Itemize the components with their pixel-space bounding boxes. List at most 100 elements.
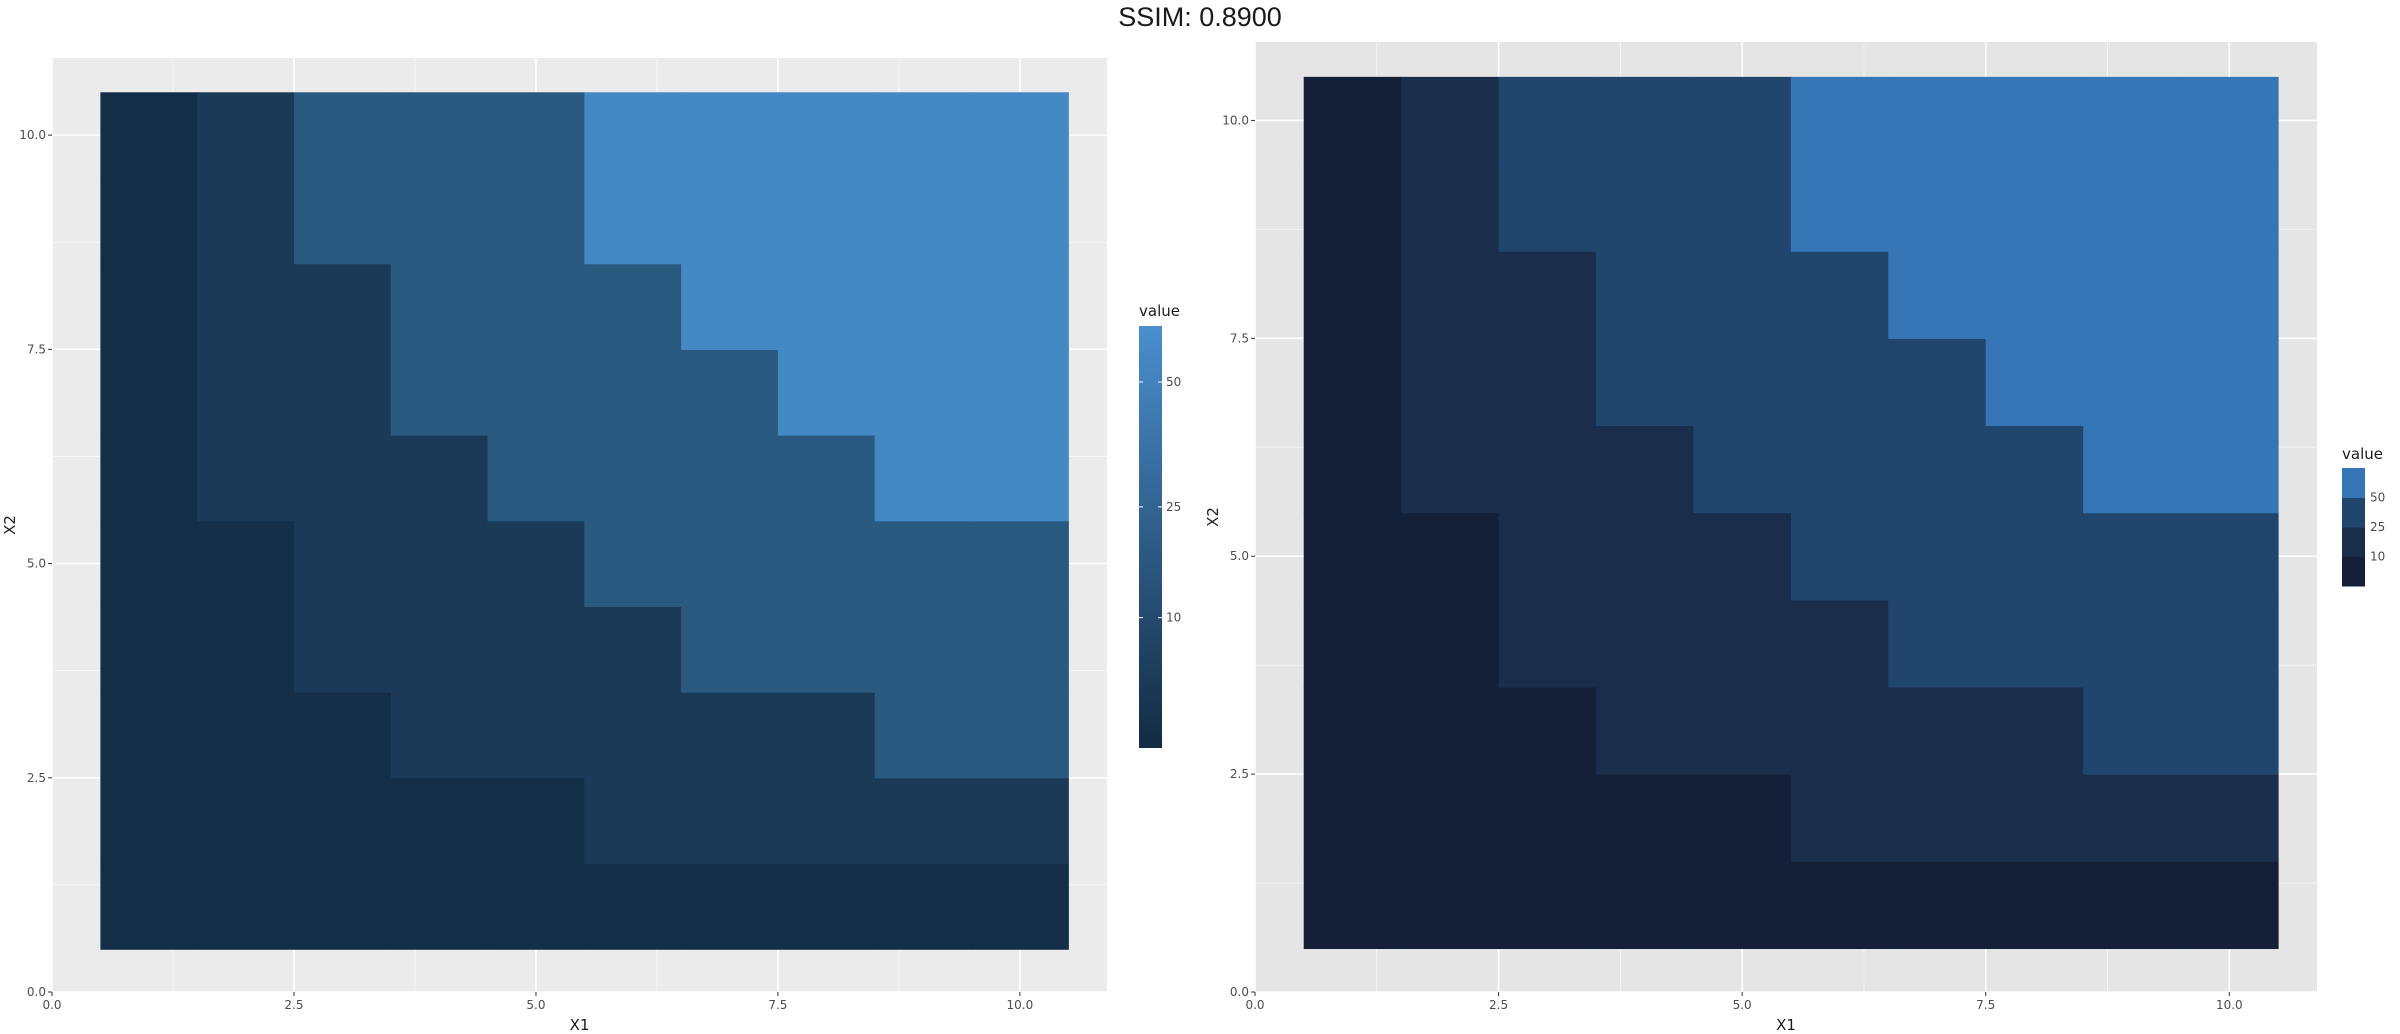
legend-tick-label: 25 — [1166, 500, 1181, 514]
right-heatmap-chart: 0.0 2.5 5.0 7.5 10.0 0.0 2.5 5.0 7.5 10.0 X1 X2 valu… — [1204, 42, 2385, 1034]
heatmap-cell — [1985, 861, 2084, 950]
heatmap-cell — [1303, 512, 1402, 601]
heatmap-cell — [1790, 512, 1889, 601]
heatmap-cell — [971, 263, 1069, 350]
heatmap-cell — [2083, 861, 2182, 950]
heatmap-cell — [1303, 599, 1402, 688]
heatmap-cell — [2083, 774, 2182, 862]
heatmap-cell — [390, 606, 489, 693]
heatmap-cell — [293, 435, 392, 522]
x-tick-label: 10.0 — [1007, 998, 1034, 1012]
heatmap-cell — [777, 777, 876, 865]
legend-tick-label: 50 — [2370, 491, 2385, 505]
heatmap-cell — [100, 606, 198, 693]
heatmap-cell — [2083, 599, 2182, 688]
heatmap-cell — [197, 520, 295, 608]
heatmap-cell — [487, 863, 585, 950]
heatmap-cell — [874, 863, 973, 950]
heatmap-cell — [197, 692, 295, 779]
heatmap-cell — [2083, 686, 2182, 775]
heatmap-cell — [487, 777, 585, 865]
x-tick-label: 7.5 — [1976, 998, 1995, 1012]
heatmap-cell — [1693, 164, 1792, 252]
heatmap-cell — [584, 606, 682, 693]
y-tick-label: 7.5 — [1230, 331, 1249, 345]
heatmap-cell — [487, 349, 585, 436]
heatmap-cell — [197, 92, 295, 179]
heatmap-cell — [390, 520, 489, 608]
heatmap-cell — [777, 435, 876, 522]
heatmap-cell — [777, 520, 876, 608]
heatmap-cell — [681, 349, 779, 436]
heatmap-cell — [1888, 686, 1987, 775]
heatmap-cell — [1985, 164, 2084, 252]
heatmap-cell — [681, 435, 779, 522]
y-axis-title: X2 — [1204, 507, 1222, 527]
heatmap-cell — [1498, 76, 1597, 165]
heatmap-cell — [1790, 338, 1889, 427]
heatmap-cell — [584, 177, 682, 265]
heatmap-cell — [1401, 425, 1500, 514]
heatmap-cell — [1401, 599, 1500, 688]
legend-tick-label: 10 — [1166, 611, 1181, 625]
heatmap-cell — [1596, 512, 1695, 601]
heatmap-cell — [1596, 861, 1695, 950]
x-tick-label: 2.5 — [1489, 998, 1508, 1012]
heatmap-cell — [1693, 774, 1792, 862]
heatmap-cell — [1596, 599, 1695, 688]
heatmap-cell — [1498, 338, 1597, 427]
x-tick-label: 7.5 — [768, 998, 787, 1012]
figure-title: SSIM: 0.8900 — [1118, 2, 1282, 32]
y-tick-label: 10.0 — [1222, 113, 1249, 127]
heatmap-cell — [1303, 686, 1402, 775]
x-axis-title: X1 — [1776, 1016, 1796, 1034]
heatmap-cell — [1888, 251, 1987, 339]
x-tick-label: 5.0 — [526, 998, 545, 1012]
heatmap-cell — [584, 92, 682, 179]
heatmap-cell — [2083, 425, 2182, 514]
heatmap-cell — [1790, 599, 1889, 688]
heatmap-cell — [1498, 599, 1597, 688]
heatmap-cell — [681, 177, 779, 265]
heatmap-cell — [1985, 338, 2084, 427]
heatmap-cell — [390, 92, 489, 179]
heatmap-cell — [1985, 425, 2084, 514]
heatmap-cell — [1401, 512, 1500, 601]
heatmap-cell — [197, 263, 295, 350]
heatmap-cell — [293, 863, 392, 950]
heatmap-cell — [1985, 599, 2084, 688]
heatmap-cell — [487, 435, 585, 522]
heatmap-cell — [1888, 425, 1987, 514]
heatmap-cell — [1401, 338, 1500, 427]
heatmap-cell — [1693, 686, 1792, 775]
heatmap-cell — [390, 349, 489, 436]
heatmap-cell — [584, 863, 682, 950]
heatmap-cell — [1985, 686, 2084, 775]
heatmap-cell — [1888, 774, 1987, 862]
heatmap-cell — [1790, 774, 1889, 862]
legend-bin — [2342, 527, 2365, 557]
heatmap-cell — [584, 692, 682, 779]
heatmap-cell — [1303, 425, 1402, 514]
heatmap-cell — [1303, 774, 1402, 862]
heatmap-cell — [1498, 251, 1597, 339]
heatmap-cell — [1401, 686, 1500, 775]
heatmap-cell — [681, 777, 779, 865]
heatmap-cell — [1888, 76, 1987, 165]
heatmap-cell — [1498, 164, 1597, 252]
heatmap-cell — [1596, 164, 1695, 252]
heatmap-cell — [1693, 251, 1792, 339]
heatmap-cell — [390, 863, 489, 950]
heatmap-cell — [1498, 774, 1597, 862]
heatmap-cell — [777, 606, 876, 693]
heatmap-cell — [971, 606, 1069, 693]
heatmap-cell — [584, 263, 682, 350]
heatmap-cell — [293, 263, 392, 350]
heatmap-cell — [197, 777, 295, 865]
heatmap-cell — [100, 435, 198, 522]
heatmap-cell — [874, 606, 973, 693]
heatmap-cell — [971, 349, 1069, 436]
heatmap-cell — [584, 777, 682, 865]
heatmap-cell — [1790, 251, 1889, 339]
legend-bin — [2342, 468, 2365, 498]
